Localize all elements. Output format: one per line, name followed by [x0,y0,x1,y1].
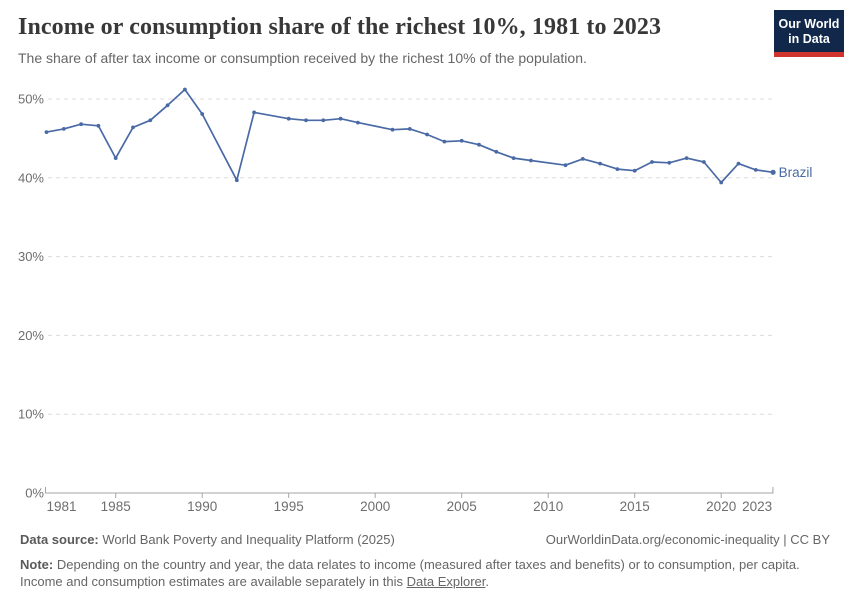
chart-subtitle: The share of after tax income or consump… [18,50,587,66]
data-point-marker[interactable] [702,160,706,164]
data-point-marker[interactable] [477,142,481,147]
note-text-line2: Income and consumption estimates are ava… [20,574,403,590]
data-point-marker[interactable] [407,127,412,131]
x-tick-label: 2005 [447,499,477,514]
x-tick-label: 2023 [742,499,772,514]
y-tick-label: 50% [18,92,44,107]
data-point-marker[interactable] [719,180,724,185]
series-line-brazil[interactable] [45,88,774,184]
data-point-marker[interactable] [338,116,343,121]
data-point-marker[interactable] [183,87,187,92]
y-tick-label: 20% [18,328,44,343]
line-chart[interactable]: 0% 10% 20% 30% 40% 50% 1981 1985 1990 1995 2000 200… [0,82,850,530]
data-point-marker[interactable] [200,112,205,116]
footer-note: Note: Depending on the country and year,… [20,556,830,591]
data-point-marker[interactable] [632,168,637,173]
x-tick-label: 1990 [187,499,217,514]
data-point-marker[interactable] [286,116,291,121]
data-point-marker[interactable] [131,125,135,130]
data-point-marker[interactable] [356,120,360,125]
data-point-marker[interactable] [667,160,672,165]
data-point-marker[interactable] [79,122,83,127]
owid-logo-line1: Our World [778,17,840,31]
note-label: Note: [20,556,54,572]
note-period: . [485,574,490,590]
data-point-marker[interactable] [442,139,447,144]
x-tick-label: 2020 [706,499,736,514]
data-point-marker[interactable] [148,118,153,123]
data-source: Data source: World Bank Poverty and Ineq… [20,531,395,549]
data-point-marker[interactable] [511,156,516,160]
data-point-marker[interactable] [650,160,654,164]
data-point-marker[interactable] [304,118,308,123]
y-tick-label: 0% [25,486,44,501]
data-point-marker[interactable] [321,118,326,123]
y-tick-label: 40% [18,170,44,185]
data-point-marker[interactable] [494,149,499,154]
data-point-marker[interactable] [580,157,585,161]
x-tick-label: 2015 [620,499,650,514]
owid-logo-line2: in Data [788,32,830,46]
data-point-marker[interactable] [753,168,758,172]
x-tick-label: 1981 [46,499,76,514]
data-point-marker[interactable] [736,161,741,166]
entity-label-brazil: Brazil [779,165,813,180]
note-text-line1: Depending on the country and year, the d… [56,556,800,572]
data-explorer-link[interactable]: Data Explorer [406,574,486,590]
data-point-marker[interactable] [425,132,429,137]
data-point-marker[interactable] [598,161,602,166]
data-point-marker[interactable] [96,123,101,128]
data-point-marker[interactable] [252,110,256,115]
x-tick-label: 1995 [274,499,304,514]
x-tick-label: 2010 [533,499,563,514]
data-point-marker[interactable] [61,127,66,131]
data-point-marker[interactable] [165,103,170,108]
y-tick-label: 10% [18,407,44,422]
x-tick-label: 1985 [101,499,131,514]
chart-header: Income or consumption share of the riche… [0,0,850,66]
owid-logo: Our World in Data [774,10,844,57]
data-point-marker[interactable] [113,156,118,160]
data-point-marker[interactable] [770,169,776,175]
page-title: Income or consumption share of the riche… [18,14,662,40]
data-point-marker[interactable] [563,163,568,168]
data-point-marker[interactable] [44,130,49,134]
data-source-value: World Bank Poverty and Inequality Platfo… [102,532,395,547]
data-point-marker[interactable] [390,127,395,132]
y-tick-label: 30% [18,249,44,264]
owid-url-and-license: OurWorldinData.org/economic-inequality |… [545,532,830,547]
data-point-marker[interactable] [684,156,689,160]
data-point-marker[interactable] [459,138,464,143]
data-point-marker[interactable] [615,167,620,171]
x-tick-label: 2000 [360,499,390,514]
data-point-marker[interactable] [234,178,239,183]
data-source-label: Data source: [20,532,99,547]
data-point-marker[interactable] [529,158,533,163]
chart-footer: Data source: World Bank Poverty and Ineq… [20,531,830,591]
